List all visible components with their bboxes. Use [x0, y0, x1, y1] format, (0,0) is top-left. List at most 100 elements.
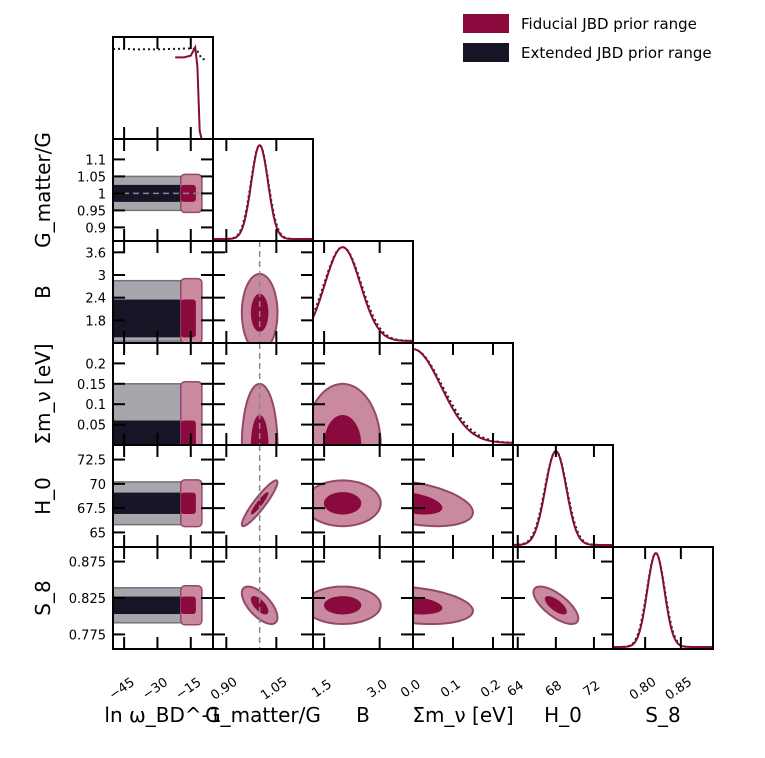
panel-frame-3-3	[412, 342, 514, 446]
x-tick-label-lnw-2: −15	[173, 675, 204, 703]
panel-S8-G	[240, 547, 279, 649]
x-axis-label-lnw: ln ω_BD^-1	[104, 703, 221, 727]
x-axis-label-B: B	[356, 703, 370, 727]
H0-extended-curve	[513, 450, 613, 546]
x-tick-label-mnu-1: 0.1	[438, 677, 464, 701]
panel-B-G	[240, 241, 279, 343]
y-tick-label-B-3: 1.8	[85, 314, 106, 329]
y-tick-label-G-0: 1.1	[85, 153, 106, 168]
B-mnu-contour-1sigma	[324, 415, 362, 445]
G-H0-contour-1sigma	[250, 492, 269, 515]
x-tick-label-mnu-2: 0.2	[478, 677, 504, 701]
legend-label-extended: Extended JBD prior range	[521, 44, 712, 62]
B-fiducial-band-1sigma	[180, 299, 196, 338]
lnw-extended-curve	[113, 47, 207, 61]
mnu-S8-contour-1sigma	[413, 596, 443, 615]
panel-G-G	[213, 144, 313, 240]
H0-fiducial-band-1sigma	[180, 492, 196, 514]
x-tick-label-lnw-0: −45	[107, 675, 138, 703]
x-tick-label-S8-0: 0.80	[627, 675, 659, 704]
x-tick-label-G-1: 1.05	[258, 675, 290, 704]
y-tick-label-H0-2: 67.5	[77, 502, 106, 517]
G-S8-contour-1sigma	[250, 596, 269, 615]
y-axis-label-mnu: Σm_ν [eV]	[31, 343, 55, 444]
panel-mnu-G	[240, 343, 279, 445]
legend: Fiducial JBD prior range Extended JBD pr…	[463, 14, 712, 62]
y-tick-label-G-3: 0.95	[77, 204, 106, 219]
panels-layer	[112, 36, 714, 650]
panel-lnw-lnw	[113, 43, 207, 139]
x-tick-label-H0-0: 64	[505, 678, 527, 700]
x-tick-label-B-1: 3.0	[365, 677, 391, 701]
x-tick-label-H0-1: 68	[543, 678, 565, 700]
panel-H0-B	[313, 479, 382, 528]
S8-fiducial-band-1sigma	[180, 596, 196, 615]
mnu-H0-contour-2sigma	[413, 481, 475, 528]
x-axis-label-mnu: Σm_ν [eV]	[412, 703, 513, 727]
S8-extended-curve	[613, 552, 713, 648]
legend-swatch-extended	[463, 43, 509, 62]
y-tick-label-mnu-3: 0.05	[77, 419, 106, 434]
B-S8-contour-1sigma	[324, 596, 362, 615]
x-tick-label-lnw-1: −30	[140, 675, 171, 703]
y-axis-label-S8: S_8	[31, 580, 55, 615]
y-tick-label-B-1: 3	[98, 269, 106, 284]
G-mnu-contour-1sigma	[250, 415, 269, 445]
legend-swatch-fiducial	[463, 14, 509, 33]
panel-S8-S8	[613, 552, 713, 648]
y-axis-label-H0: H_0	[31, 477, 55, 515]
panel-G-lnw	[113, 173, 213, 214]
x-axis-label-S8: S_8	[645, 703, 680, 727]
y-axis-label-G: G_matter/G	[31, 132, 55, 248]
y-tick-label-G-2: 1	[98, 187, 106, 202]
x-tick-label-B-0: 1.5	[309, 677, 335, 701]
y-tick-label-B-0: 3.6	[85, 246, 106, 261]
y-axis-label-B: B	[31, 285, 55, 299]
y-tick-label-mnu-1: 0.15	[77, 378, 106, 393]
x-tick-label-mnu-0: 0.0	[398, 677, 424, 701]
y-tick-label-G-1: 1.05	[77, 170, 106, 185]
panel-frame-4-4	[512, 444, 614, 548]
x-axis-label-G: G_matter/G	[205, 703, 321, 727]
y-tick-label-H0-3: 65	[89, 526, 106, 541]
B-fiducial-curve	[313, 246, 413, 342]
y-tick-label-mnu-0: 0.2	[85, 357, 106, 372]
panel-H0-lnw	[113, 479, 203, 528]
mnu-fiducial-curve	[413, 348, 513, 444]
x-tick-label-S8-1: 0.85	[663, 675, 695, 704]
y-tick-label-S8-2: 0.775	[69, 628, 106, 643]
panel-frame-5-5	[612, 546, 714, 650]
panel-H0-H0	[513, 450, 613, 546]
S8-extended-band-1sigma	[113, 596, 181, 615]
y-tick-label-S8-1: 0.825	[69, 592, 106, 607]
panel-H0-G	[240, 445, 279, 547]
y-tick-label-S8-0: 0.875	[69, 556, 106, 571]
x-tick-label-G-0: 0.90	[208, 675, 240, 704]
panel-S8-B	[313, 585, 382, 626]
y-tick-label-mnu-2: 0.1	[85, 398, 106, 413]
y-tick-label-H0-1: 70	[89, 478, 106, 493]
x-tick-label-H0-2: 72	[581, 678, 603, 700]
legend-label-fiducial: Fiducial JBD prior range	[521, 15, 697, 33]
panel-mnu-B	[313, 382, 382, 445]
panel-S8-mnu	[413, 586, 475, 625]
G-extended-curve	[213, 144, 313, 240]
x-axis-label-H0: H_0	[544, 703, 582, 727]
lnw-fiducial-curve	[175, 43, 203, 139]
B-H0-contour-1sigma	[324, 492, 362, 515]
mnu-fiducial-band-1sigma	[180, 420, 196, 445]
y-tick-label-G-4: 0.9	[85, 221, 106, 236]
G-fiducial-curve	[213, 144, 313, 240]
S8-fiducial-curve	[613, 552, 713, 648]
H0-S8-contour-1sigma	[544, 596, 567, 615]
H0-fiducial-curve	[513, 450, 613, 546]
H0-extended-band-1sigma	[113, 492, 181, 514]
y-tick-label-B-2: 2.4	[85, 292, 106, 307]
panel-B-B	[313, 246, 413, 342]
mnu-S8-contour-2sigma	[413, 586, 475, 625]
y-tick-label-H0-0: 72.5	[77, 454, 106, 469]
panel-mnu-mnu	[413, 348, 513, 444]
panel-S8-H0	[532, 585, 580, 625]
panel-S8-lnw	[113, 585, 203, 626]
